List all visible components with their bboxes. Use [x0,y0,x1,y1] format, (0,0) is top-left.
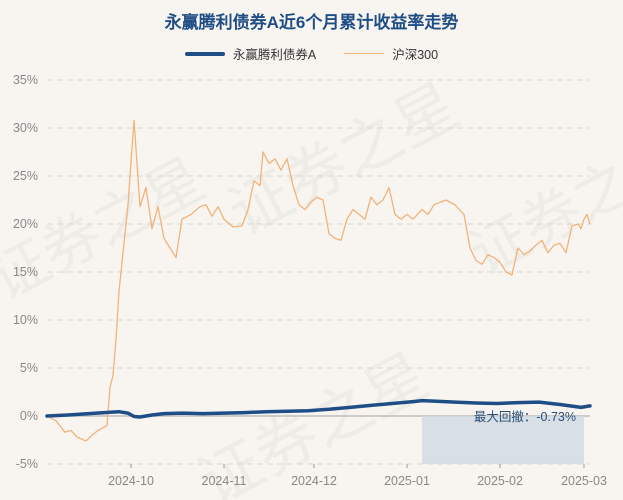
index-line [46,119,591,442]
legend-label-index: 沪深300 [392,48,439,62]
y-tick-label: 0% [20,409,38,423]
y-tick-label: 25% [13,169,38,183]
x-tick-label: 2024-12 [291,474,337,488]
index-series [46,119,591,442]
y-tick-label: 30% [13,121,38,135]
drawdown-area [422,416,584,464]
y-tick-label: -5% [16,457,38,471]
legend-item-index[interactable]: 沪深300 [344,44,438,63]
y-tick-label: 15% [13,265,38,279]
legend-swatch-index [344,52,385,55]
x-tick-label: 2025-01 [384,474,430,488]
fund-series [45,398,592,419]
x-tick-label: 2024-10 [108,474,154,488]
legend: 永赢腾利债券A 沪深300 [0,44,623,63]
y-axis-labels: -5% 0% 5% 10% 15% 20% 25% 30% 35% [13,73,38,471]
max-drawdown-label: 最大回撤：-0.73% [474,409,576,424]
legend-swatch-fund [184,51,225,56]
y-tick-label: 35% [13,73,38,87]
x-axis-labels: 2024-10 2024-11 2024-12 2025-01 2025-02 2025-… [108,464,607,488]
chart-title: 永赢腾利债券A近6个月累计收益率走势 [164,13,459,32]
fund-line [45,398,592,419]
watermark-text: 证券之星 [217,69,470,250]
y-tick-label: 10% [13,313,38,327]
x-tick-label: 2025-03 [561,474,607,488]
max-drawdown-band [422,416,584,464]
legend-item-fund[interactable]: 永赢腾利债券A [184,44,317,63]
y-tick-label: 5% [20,361,38,375]
x-tick-label: 2024-11 [202,474,247,488]
y-tick-label: 20% [13,217,38,231]
x-tick-label: 2025-02 [477,474,523,488]
legend-label-fund: 永赢腾利债券A [232,48,317,62]
